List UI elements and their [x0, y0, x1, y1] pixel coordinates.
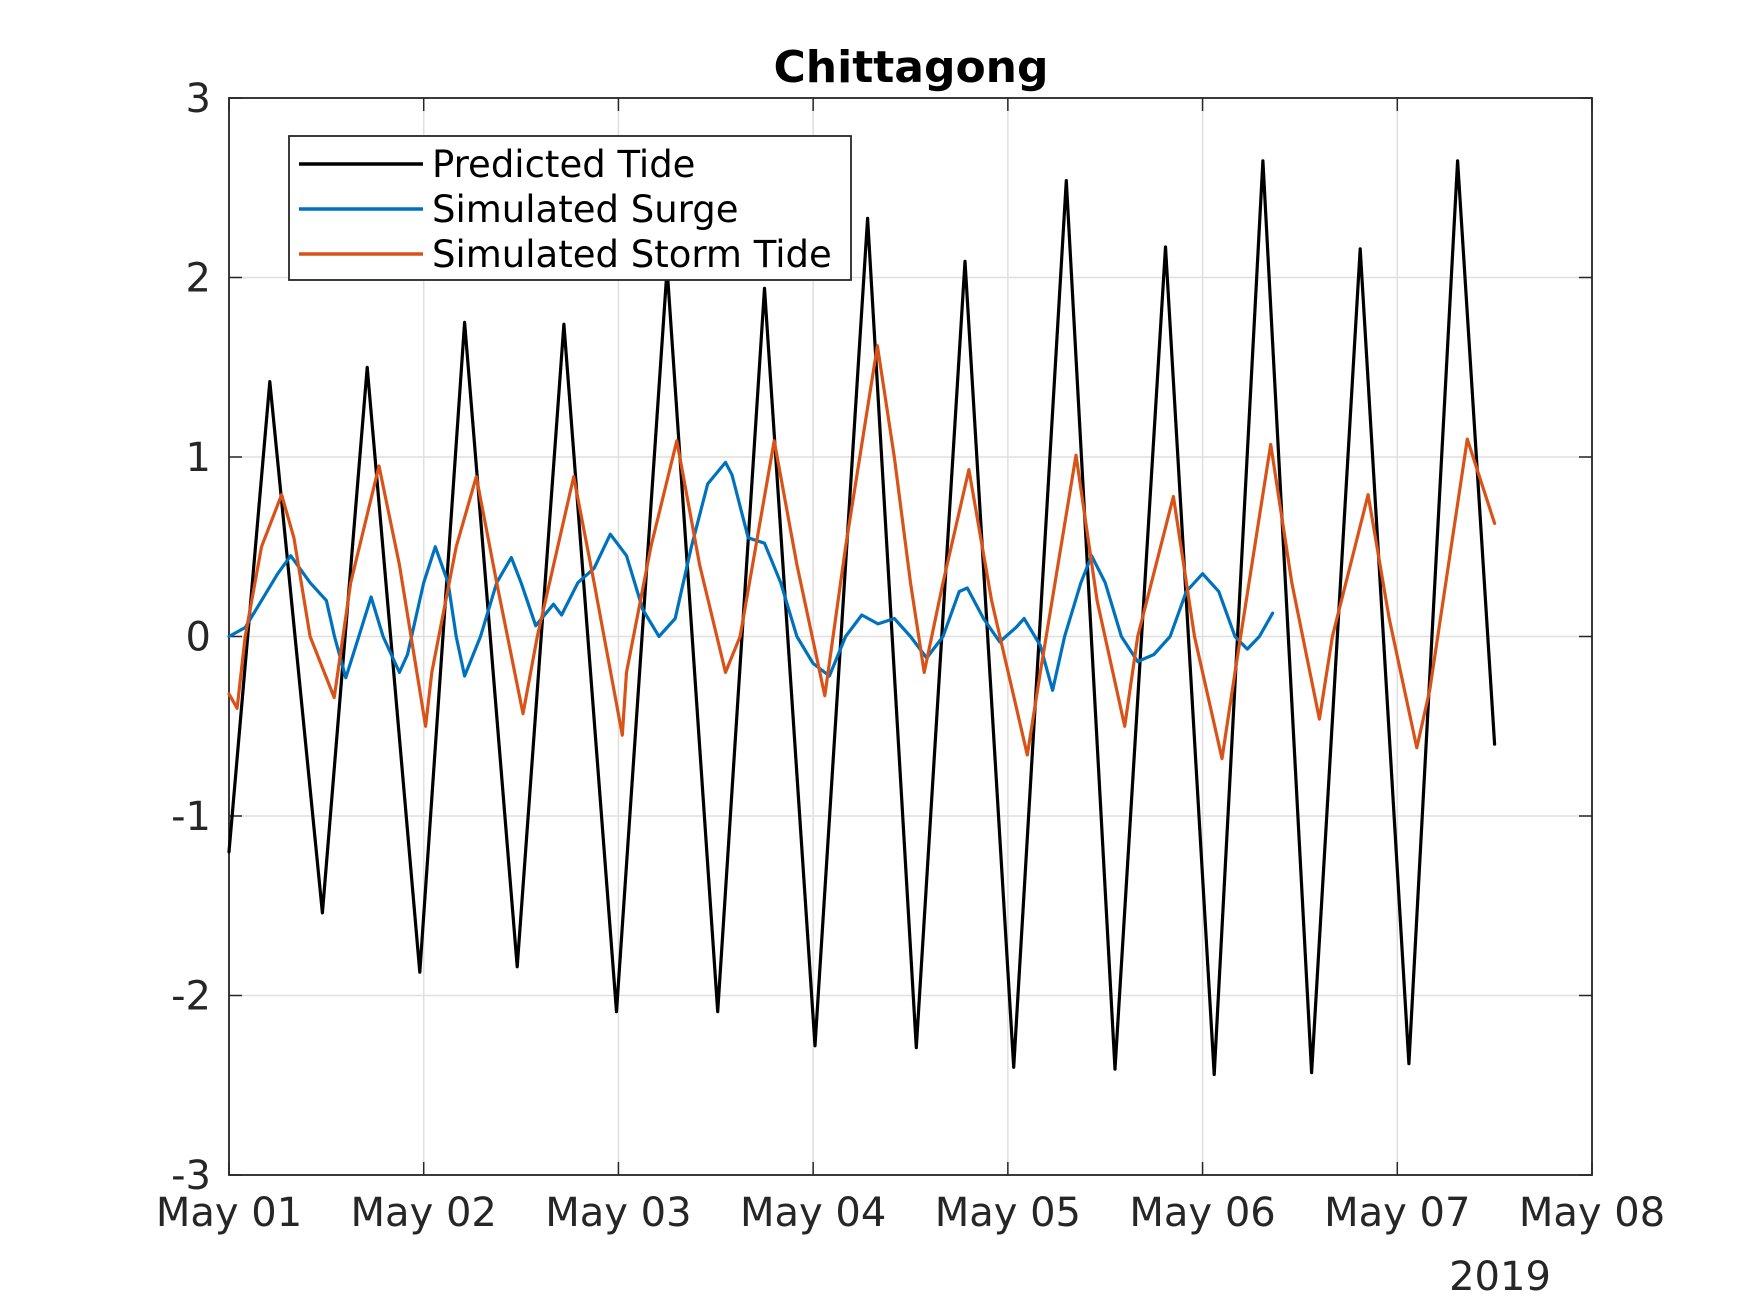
series-line-simulated-storm-tide — [227, 344, 1497, 761]
x-axis-ticks: May 01 May 02 May 03 May 04 May 05 May 06 May … — [156, 98, 1665, 1236]
legend-label: Predicted Tide — [432, 143, 695, 186]
y-tick-label: -2 — [171, 974, 211, 1020]
y-tick-label: -1 — [171, 794, 211, 840]
x-tick-label: May 07 — [1324, 1190, 1470, 1236]
chart-title: Chittagong — [774, 42, 1049, 93]
x-tick-label: May 03 — [545, 1190, 691, 1236]
x-tick-label: May 08 — [1519, 1190, 1665, 1236]
x-tick-label: May 02 — [351, 1190, 497, 1236]
x-tick-label: May 04 — [740, 1190, 886, 1236]
series-layer — [227, 159, 1497, 1077]
y-tick-label: 2 — [186, 256, 211, 302]
x-tick-label: May 05 — [935, 1190, 1081, 1236]
y-tick-label: 1 — [186, 435, 211, 481]
legend-label: Simulated Storm Tide — [432, 233, 832, 276]
legend-label: Simulated Surge — [432, 188, 738, 231]
x-axis-year-label: 2019 — [1449, 1254, 1551, 1300]
series-line-predicted-tide — [227, 159, 1497, 1077]
y-tick-label: 0 — [186, 615, 211, 661]
x-tick-label: May 01 — [156, 1190, 302, 1236]
x-tick-label: May 06 — [1129, 1190, 1275, 1236]
y-tick-label: -3 — [171, 1153, 211, 1199]
y-tick-label: 3 — [186, 76, 211, 122]
